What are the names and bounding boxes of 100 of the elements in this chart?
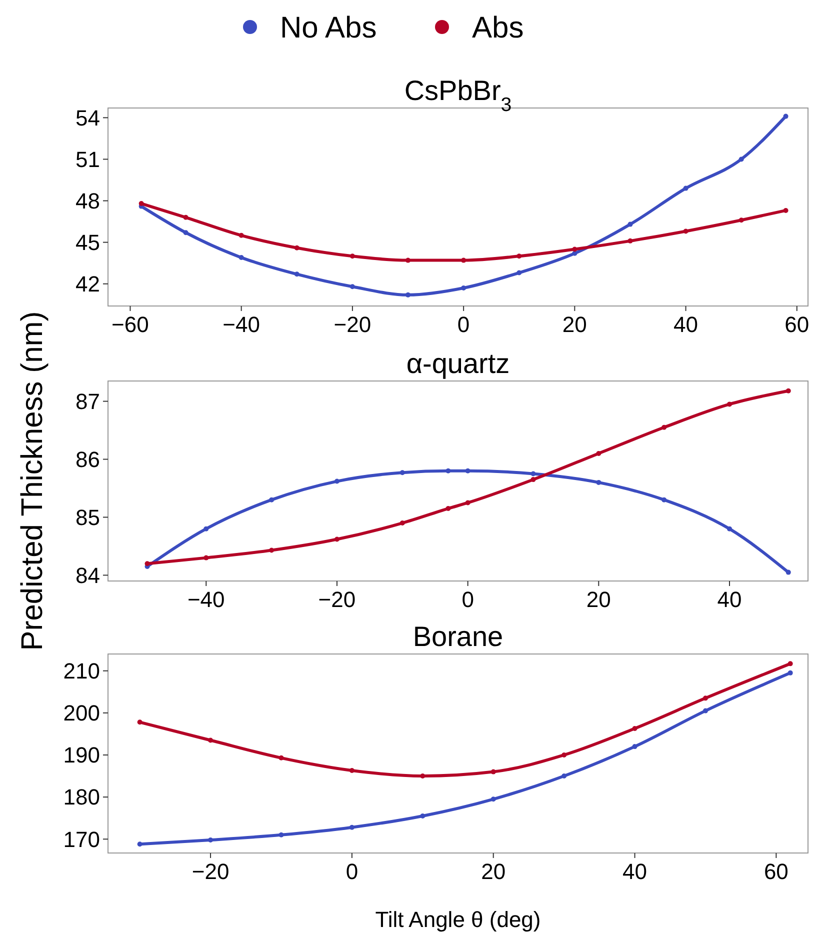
point [572, 250, 578, 256]
point [572, 246, 578, 252]
x-tick-label: 20 [562, 312, 587, 337]
point [420, 813, 426, 818]
chart-title: Borane [412, 621, 504, 652]
point [738, 218, 744, 223]
y-tick-label: 170 [63, 826, 100, 852]
point [516, 254, 522, 259]
point [137, 720, 142, 725]
y-tick-label: 200 [63, 700, 100, 726]
chart-title: CsPbBr$_{3}$ [404, 75, 512, 116]
point [208, 738, 214, 743]
point [465, 468, 470, 474]
point [204, 526, 209, 532]
point [137, 842, 142, 847]
x-tick-label: −20 [334, 312, 372, 337]
x-tick-label: 40 [622, 859, 648, 884]
point [269, 497, 274, 502]
point [788, 670, 793, 676]
y-tick-label: 87 [76, 388, 100, 414]
point [446, 468, 451, 474]
point [738, 156, 744, 162]
point [702, 696, 708, 701]
x-tick-label: −20 [192, 859, 230, 884]
x-tick-label: 40 [717, 587, 742, 612]
point [350, 254, 355, 259]
point [294, 272, 300, 277]
point [530, 477, 536, 482]
y-tick-label: 51 [76, 146, 100, 172]
point [683, 186, 688, 191]
point [662, 424, 667, 430]
point [238, 255, 244, 260]
x-tick-label: 20 [586, 587, 611, 612]
point [208, 837, 214, 842]
point [144, 561, 150, 566]
x-tick-label: 20 [481, 859, 506, 884]
point [269, 548, 274, 553]
point [596, 480, 602, 485]
y-tick-label: 210 [63, 658, 100, 684]
point [726, 402, 732, 407]
chart-title: α-quartz [406, 348, 510, 379]
x-tick-label: 60 [764, 859, 788, 884]
x-tick-label: 0 [346, 859, 358, 884]
point [562, 752, 567, 758]
point [138, 201, 144, 206]
x-tick-label: −40 [222, 312, 260, 337]
point [278, 832, 284, 838]
x-tick-label: 0 [457, 312, 470, 337]
point [406, 258, 410, 263]
x-tick-label: −20 [318, 587, 356, 612]
y-tick-label: 54 [76, 105, 100, 130]
point [702, 708, 708, 714]
x-tick-label: −60 [112, 312, 149, 337]
point [400, 520, 405, 526]
x-tick-label: 60 [784, 312, 810, 337]
point [628, 222, 633, 227]
point [530, 471, 536, 476]
legend-label: No Abs [280, 12, 377, 44]
point [628, 238, 633, 244]
x-axis-title: Tilt Angle θ (deg) [375, 907, 541, 932]
x-tick-label: −40 [187, 587, 225, 612]
point [406, 292, 410, 298]
point [726, 526, 732, 532]
point [490, 769, 496, 774]
point [334, 536, 340, 542]
y-tick-label: 42 [76, 272, 100, 297]
point [204, 555, 209, 560]
point [786, 388, 791, 394]
point [461, 258, 466, 263]
point [562, 774, 567, 779]
point [278, 755, 284, 760]
y-tick-label: 84 [76, 562, 100, 588]
legend-label: Abs [472, 12, 524, 44]
y-tick-label: 180 [63, 784, 100, 810]
point [183, 230, 188, 236]
x-tick-label: 0 [462, 587, 474, 612]
y-tick-label: 190 [63, 742, 100, 768]
point [350, 284, 355, 290]
point [294, 245, 300, 250]
point [461, 286, 466, 290]
point [183, 214, 188, 220]
y-tick-label: 48 [76, 188, 100, 214]
point [446, 506, 451, 512]
point [349, 824, 354, 830]
point [632, 726, 638, 731]
point [349, 768, 354, 774]
point [400, 470, 405, 476]
point [490, 796, 496, 802]
point [334, 478, 340, 484]
point [783, 114, 788, 119]
point [596, 450, 602, 456]
x-tick-label: 40 [674, 312, 698, 337]
point [238, 232, 244, 238]
y-axis-title: Predicted Thickness (nm) [16, 311, 49, 651]
point [786, 570, 791, 575]
y-tick-label: 85 [76, 504, 100, 530]
y-tick-label: 45 [76, 230, 100, 256]
point [465, 500, 470, 506]
point [516, 270, 522, 276]
point [420, 774, 426, 779]
